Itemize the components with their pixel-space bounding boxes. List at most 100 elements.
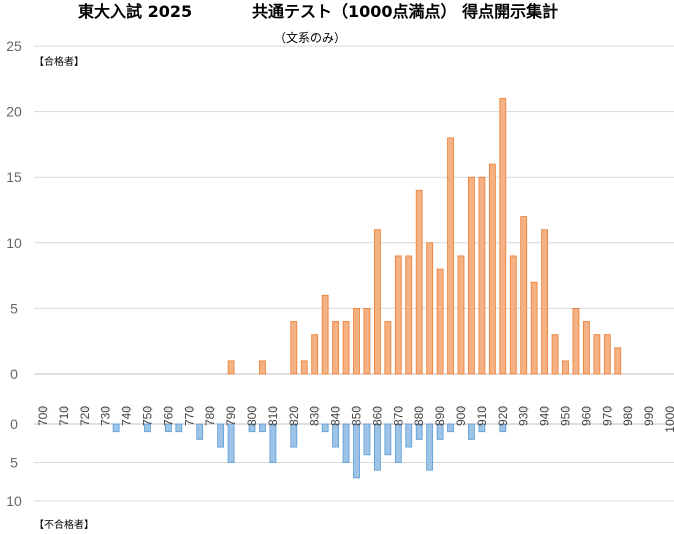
upper-y-tick: 25 xyxy=(6,38,22,54)
fail-bar xyxy=(217,423,225,448)
pass-bar xyxy=(321,294,329,375)
upper-y-axis: 25 20 15 10 5 0 xyxy=(6,38,22,382)
x-tick-label: 750 xyxy=(141,406,155,426)
fail-bar xyxy=(144,423,151,433)
chart-subtitle: （文系のみ） xyxy=(274,30,346,45)
pass-bar xyxy=(363,307,371,375)
fail-bar xyxy=(426,423,434,471)
pass-bar xyxy=(394,255,402,375)
x-tick-label: 740 xyxy=(120,406,134,426)
pass-bar xyxy=(468,176,475,375)
pass-bar xyxy=(227,360,235,375)
x-tick-label: 970 xyxy=(600,406,614,426)
x-tick-label: 700 xyxy=(36,406,50,426)
pass-bar xyxy=(541,229,548,375)
x-tick-label: 910 xyxy=(475,406,489,426)
fail-bar xyxy=(373,423,381,471)
pass-bar xyxy=(562,360,569,375)
x-axis: 700 710 720 730 740 750 760 770 780 790 800 810 820 8… xyxy=(36,406,674,433)
pass-bar xyxy=(342,321,350,375)
x-tick-label: 830 xyxy=(308,406,322,426)
pass-bar xyxy=(373,229,381,375)
pass-bar xyxy=(593,334,601,375)
pass-bar xyxy=(457,255,465,375)
x-tick-label: 950 xyxy=(559,406,573,426)
pass-bar xyxy=(426,242,434,375)
pass-bar xyxy=(572,307,580,375)
chart-title-left: 東大入試 2025 xyxy=(78,2,192,21)
x-tick-label: 920 xyxy=(496,406,510,426)
fail-bar xyxy=(342,423,350,463)
x-tick-label: 870 xyxy=(391,406,405,426)
fail-bar xyxy=(196,423,204,440)
fail-bar xyxy=(363,423,371,456)
x-tick-label: 890 xyxy=(433,406,447,426)
x-tick-label: 790 xyxy=(224,406,238,426)
x-tick-label: 810 xyxy=(266,406,280,426)
pass-bar xyxy=(478,176,486,375)
upper-y-tick: 15 xyxy=(6,169,22,185)
x-tick-label: 930 xyxy=(517,406,531,426)
fail-bar xyxy=(290,423,298,448)
pass-bar xyxy=(509,255,517,375)
x-tick-label: 780 xyxy=(203,406,217,426)
pass-bar xyxy=(384,321,392,375)
x-tick-label: 960 xyxy=(579,406,593,426)
fail-bar xyxy=(499,423,507,433)
pass-bar xyxy=(520,216,528,375)
pass-bar xyxy=(332,321,340,375)
x-tick-label: 980 xyxy=(621,406,635,426)
x-tick-label: 760 xyxy=(161,406,175,426)
fail-bar xyxy=(468,423,475,440)
pass-bar xyxy=(614,347,622,375)
x-tick-label: 770 xyxy=(182,406,196,426)
pass-bar xyxy=(353,307,360,375)
fail-bar xyxy=(321,423,329,433)
x-tick-label: 800 xyxy=(245,406,259,426)
fail-bar xyxy=(332,423,340,448)
upper-y-tick: 5 xyxy=(10,300,18,316)
x-tick-label: 880 xyxy=(412,406,426,426)
fail-bar xyxy=(436,423,444,440)
pass-bars xyxy=(227,98,622,375)
fail-bar xyxy=(259,423,266,433)
x-tick-label: 900 xyxy=(454,406,468,426)
pass-bar xyxy=(583,321,590,375)
upper-y-tick: 0 xyxy=(10,366,18,382)
pass-bar xyxy=(415,189,423,375)
pass-series-label: 【合格者】 xyxy=(34,55,84,68)
fail-bar xyxy=(112,423,120,433)
fail-bars xyxy=(112,423,507,479)
pass-bar xyxy=(603,334,611,375)
pass-bar xyxy=(488,163,496,375)
lower-y-tick: 10 xyxy=(6,493,22,509)
fail-bar xyxy=(164,423,172,433)
lower-y-axis: 0 5 10 xyxy=(6,416,22,509)
fail-bar xyxy=(248,423,256,433)
x-tick-label: 990 xyxy=(642,406,656,426)
pass-bar xyxy=(530,281,538,375)
pass-bar xyxy=(300,360,308,375)
pass-bar xyxy=(290,321,298,375)
x-tick-label: 710 xyxy=(57,406,71,426)
lower-y-tick: 0 xyxy=(10,416,18,432)
upper-y-tick: 20 xyxy=(6,104,22,120)
x-tick-label: 840 xyxy=(329,406,343,426)
pass-bar xyxy=(447,137,454,375)
fail-bar xyxy=(405,423,413,448)
fail-bar xyxy=(353,423,360,479)
lower-y-tick: 5 xyxy=(10,455,18,471)
pass-bar xyxy=(499,98,507,375)
x-tick-label: 730 xyxy=(99,406,113,426)
pass-bar xyxy=(405,255,413,375)
fail-bar xyxy=(227,423,235,463)
x-tick-label: 720 xyxy=(78,406,92,426)
fail-bar xyxy=(384,423,392,456)
x-tick-label: 940 xyxy=(538,406,552,426)
fail-bar xyxy=(269,423,277,463)
fail-bar xyxy=(175,423,183,433)
upper-y-tick: 10 xyxy=(6,235,22,251)
x-tick-label: 850 xyxy=(350,406,364,426)
fail-bar xyxy=(447,423,454,433)
